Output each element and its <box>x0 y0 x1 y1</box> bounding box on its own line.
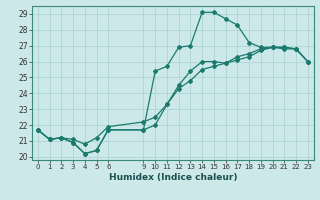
X-axis label: Humidex (Indice chaleur): Humidex (Indice chaleur) <box>108 173 237 182</box>
